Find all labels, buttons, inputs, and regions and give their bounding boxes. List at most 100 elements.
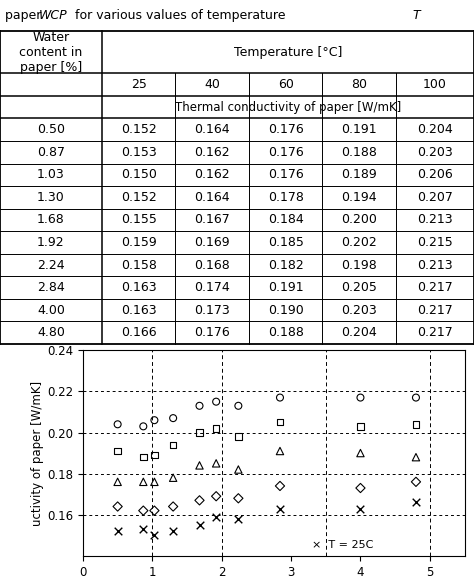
Text: 0.178: 0.178 — [268, 191, 303, 204]
T = 100C — [196, 401, 203, 411]
Text: 0.155: 0.155 — [121, 214, 156, 226]
Text: 0.167: 0.167 — [194, 214, 230, 226]
T = 100C — [139, 422, 147, 431]
T = 40C — [196, 496, 203, 505]
Text: 0.202: 0.202 — [341, 236, 377, 249]
Text: 2.24: 2.24 — [37, 258, 65, 272]
Text: 0.191: 0.191 — [268, 281, 303, 294]
Text: 0.204: 0.204 — [341, 326, 377, 339]
Text: 0.158: 0.158 — [121, 258, 156, 272]
Text: 40: 40 — [204, 78, 220, 91]
Text: 0.207: 0.207 — [417, 191, 453, 204]
T = 40C — [212, 492, 220, 501]
Text: Water
content in
paper [%]: Water content in paper [%] — [19, 31, 82, 74]
Text: 1.68: 1.68 — [37, 214, 65, 226]
T = 60C — [151, 477, 158, 486]
T = 80C — [412, 420, 420, 429]
T = 60C — [235, 465, 242, 474]
T = 80C — [276, 417, 284, 427]
T = 100C — [212, 397, 220, 406]
Text: 0.162: 0.162 — [194, 168, 230, 181]
Text: 0.213: 0.213 — [417, 258, 453, 272]
T = 60C — [196, 461, 203, 470]
Text: 0.163: 0.163 — [121, 303, 156, 317]
Text: 0.213: 0.213 — [417, 214, 453, 226]
T = 25C — [196, 521, 203, 530]
T = 100C — [169, 413, 177, 423]
Text: 0.173: 0.173 — [194, 303, 230, 317]
Text: 0.194: 0.194 — [341, 191, 377, 204]
Text: 0.87: 0.87 — [37, 146, 65, 159]
T = 60C — [412, 453, 420, 462]
Text: 2.84: 2.84 — [37, 281, 65, 294]
Text: 0.190: 0.190 — [268, 303, 303, 317]
Text: 0.217: 0.217 — [417, 326, 453, 339]
Text: 0.185: 0.185 — [268, 236, 303, 249]
Text: 1.30: 1.30 — [37, 191, 65, 204]
T = 60C — [114, 477, 121, 486]
T = 60C — [169, 473, 177, 482]
Text: 4.00: 4.00 — [37, 303, 65, 317]
Text: 0.150: 0.150 — [121, 168, 156, 181]
Text: 0.206: 0.206 — [417, 168, 453, 181]
Text: 0.168: 0.168 — [194, 258, 230, 272]
T = 80C — [212, 424, 220, 433]
Text: 0.169: 0.169 — [194, 236, 230, 249]
T = 80C — [114, 446, 121, 456]
Text: 1.03: 1.03 — [37, 168, 65, 181]
Text: 0.203: 0.203 — [417, 146, 453, 159]
T = 100C — [235, 401, 242, 411]
Text: Temperature [°C]: Temperature [°C] — [234, 46, 342, 59]
Text: paper: paper — [5, 9, 45, 21]
Text: 0.152: 0.152 — [121, 191, 156, 204]
T = 60C — [276, 446, 284, 456]
T = 25C — [356, 504, 364, 513]
Text: 0.164: 0.164 — [194, 191, 230, 204]
T = 80C — [139, 453, 147, 462]
Text: 0.176: 0.176 — [268, 123, 303, 136]
T = 80C — [169, 440, 177, 449]
T = 25C — [276, 504, 284, 513]
Text: 0.217: 0.217 — [417, 303, 453, 317]
Text: 0.217: 0.217 — [417, 281, 453, 294]
T = 100C — [356, 393, 364, 402]
Text: 0.200: 0.200 — [341, 214, 377, 226]
T = 40C — [235, 494, 242, 503]
T = 60C — [356, 448, 364, 457]
T = 80C — [356, 422, 364, 431]
Text: 0.166: 0.166 — [121, 326, 156, 339]
T = 80C — [151, 450, 158, 460]
T = 25C — [412, 498, 420, 507]
Text: 0.164: 0.164 — [194, 123, 230, 136]
Text: 0.205: 0.205 — [341, 281, 377, 294]
Text: 0.163: 0.163 — [121, 281, 156, 294]
Text: T: T — [412, 9, 420, 21]
T = 40C — [169, 502, 177, 511]
Text: 0.176: 0.176 — [268, 168, 303, 181]
Text: 0.176: 0.176 — [268, 146, 303, 159]
T = 100C — [276, 393, 284, 402]
Text: 80: 80 — [351, 78, 367, 91]
T = 25C — [235, 514, 242, 523]
Text: 0.182: 0.182 — [268, 258, 303, 272]
Text: ×  T = 25C: × T = 25C — [312, 540, 373, 549]
Y-axis label: uctivity of paper [W/mK]: uctivity of paper [W/mK] — [31, 380, 45, 526]
T = 40C — [412, 477, 420, 486]
Text: 0.174: 0.174 — [194, 281, 230, 294]
Text: 4.80: 4.80 — [37, 326, 65, 339]
T = 80C — [196, 428, 203, 437]
Text: 0.184: 0.184 — [268, 214, 303, 226]
T = 80C — [235, 432, 242, 441]
Text: 0.188: 0.188 — [341, 146, 377, 159]
T = 100C — [151, 416, 158, 425]
Text: 0.215: 0.215 — [417, 236, 453, 249]
T = 40C — [276, 481, 284, 490]
T = 25C — [151, 530, 158, 540]
Text: 0.50: 0.50 — [37, 123, 65, 136]
Text: 0.159: 0.159 — [121, 236, 156, 249]
Text: 0.162: 0.162 — [194, 146, 230, 159]
Text: Thermal conductivity of paper [W/mK]: Thermal conductivity of paper [W/mK] — [175, 101, 401, 113]
T = 60C — [212, 459, 220, 468]
Text: 0.191: 0.191 — [341, 123, 377, 136]
Text: 60: 60 — [278, 78, 293, 91]
